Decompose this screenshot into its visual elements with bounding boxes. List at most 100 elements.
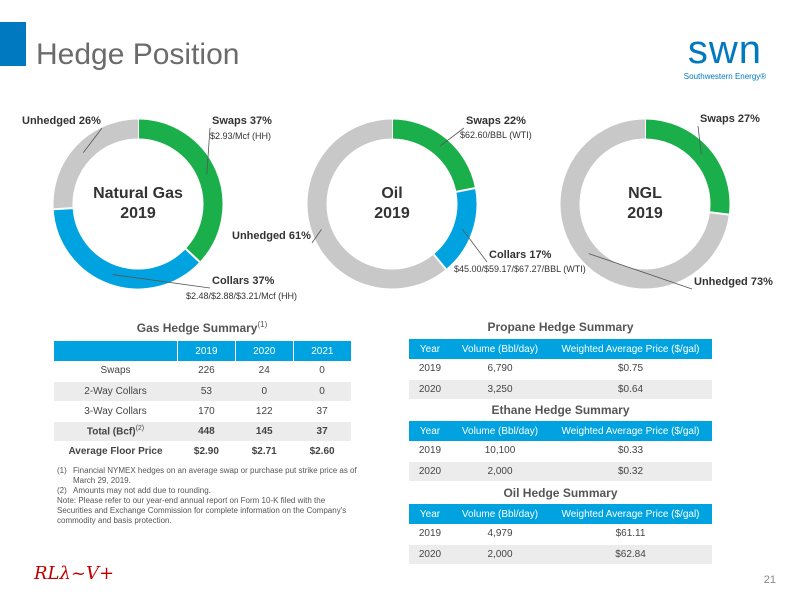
slice-separator <box>709 211 729 216</box>
table-row: 2020 2,000 $0.32 <box>409 461 712 482</box>
table-cell: $61.11 <box>549 524 712 545</box>
footnote-number: (2) <box>57 486 67 495</box>
table-header-cell: 2020 <box>234 341 294 361</box>
table-cell: 2-Way Collars <box>53 381 178 402</box>
slice-label: Unhedged 61% <box>232 230 311 242</box>
table-header-row: Year Volume (Bbl/day) Weighted Average P… <box>409 339 712 359</box>
leader-line <box>588 253 693 290</box>
propane-summary-table: Year Volume (Bbl/day) Weighted Average P… <box>409 339 712 400</box>
slice-label: Unhedged 26% <box>22 115 101 127</box>
leader-line <box>83 127 103 153</box>
leader-line <box>206 127 211 175</box>
logo-mark: swn <box>687 28 763 72</box>
donut-center-label: 2019 <box>627 205 663 222</box>
footnote-2: (2) Amounts may not add due to rounding. <box>57 486 357 496</box>
table-cell: 2020 <box>409 379 451 400</box>
donut-center-label: Natural Gas <box>93 185 183 202</box>
table-cell: 37 <box>293 401 351 422</box>
table-cell: 448 <box>177 421 236 442</box>
page-number: 21 <box>763 574 776 586</box>
table-cell: 53 <box>177 381 236 402</box>
table-cell: 2,000 <box>451 544 549 565</box>
table-row: 2020 3,250 $0.64 <box>409 379 712 400</box>
slice-label: Unhedged 73% <box>694 276 773 288</box>
table-header-cell: Volume (Bbl/day) <box>451 504 549 524</box>
total-sup: (2) <box>135 424 145 432</box>
hedge-donut-charts: Swaps 37% $2.93/Mcf (HH) Collars 37% $2.48/… <box>22 113 773 301</box>
table-cell: Total (Bcf)(2) <box>53 421 178 442</box>
table-cell: $0.75 <box>549 359 712 380</box>
table-cell: $0.64 <box>549 379 712 400</box>
table-cell: $62.84 <box>549 544 712 565</box>
table-cell: 2019 <box>409 359 451 380</box>
leader-line <box>462 229 488 263</box>
slice-sublabel: $2.93/Mcf (HH) <box>210 131 271 141</box>
table-header-cell: 2019 <box>177 341 236 361</box>
slice-separator <box>53 207 73 211</box>
donut-center-label: NGL <box>628 185 662 202</box>
table-cell: $2.71 <box>235 441 294 462</box>
table-header-cell: Volume (Bbl/day) <box>451 421 549 441</box>
table-cell: 4,979 <box>451 524 549 545</box>
gas-summary-table: 2019 2020 2021 Swaps 226 24 0 2-Way Coll… <box>53 341 351 462</box>
oil-summary-table: Year Volume (Bbl/day) Weighted Average P… <box>409 504 712 565</box>
slice-label: Collars 17% <box>489 249 552 261</box>
propane-summary-title: Propane Hedge Summary <box>487 320 634 334</box>
total-label: Total (Bcf) <box>86 426 136 438</box>
slice-sublabel: $45.00/$59.17/$67.27/BBL (WTI) <box>454 264 586 274</box>
table-cell: 0 <box>293 361 351 382</box>
donut-slice-swaps <box>137 119 223 262</box>
table-cell: 10,100 <box>451 441 549 462</box>
rv-logo: RLλ~V+ <box>34 563 115 584</box>
ethane-summary-title: Ethane Hedge Summary <box>491 403 630 417</box>
table-header-cell: Weighted Average Price ($/gal) <box>549 421 712 441</box>
table-header-row: 2019 2020 2021 <box>53 341 351 361</box>
donut-slice-unhedged <box>53 119 139 210</box>
table-cell: 3,250 <box>451 379 549 400</box>
company-logo: swn Southwestern Energy® <box>670 30 780 81</box>
table-header-cell <box>53 341 178 361</box>
ethane-summary-table: Year Volume (Bbl/day) Weighted Average P… <box>409 421 712 482</box>
donut-center-label: 2019 <box>374 205 410 222</box>
footnote-text: Financial NYMEX hedges on an average swa… <box>73 466 357 485</box>
table-header-row: Year Volume (Bbl/day) Weighted Average P… <box>409 421 712 441</box>
footnote-text: Amounts may not add due to rounding. <box>73 486 211 495</box>
slice-label: Swaps 37% <box>212 115 272 127</box>
table-cell: $0.33 <box>549 441 712 462</box>
title-accent-bar <box>0 22 26 66</box>
logo-subtitle: Southwestern Energy® <box>683 72 767 81</box>
table-cell: 122 <box>235 401 294 422</box>
table-cell: 2019 <box>409 441 451 462</box>
gas-summary-title-text: Gas Hedge Summary <box>136 321 258 335</box>
table-header-cell: Year <box>409 504 451 524</box>
footnote-number: (1) <box>57 466 67 475</box>
table-cell: Swaps <box>53 361 178 382</box>
table-header-cell: 2021 <box>292 341 351 361</box>
page-title: Hedge Position <box>36 38 240 71</box>
leader-line <box>697 125 702 155</box>
table-header-cell: Volume (Bbl/day) <box>451 339 549 359</box>
table-floor-row: Average Floor Price $2.90 $2.71 $2.60 <box>53 441 351 462</box>
slice-label: Collars 37% <box>212 275 275 287</box>
slice-label: Swaps 27% <box>700 113 760 125</box>
slice-separator <box>432 253 447 270</box>
footnotes: (1) Financial NYMEX hedges on an average … <box>57 466 357 526</box>
leader-line <box>439 127 465 147</box>
table-header-row: Year Volume (Bbl/day) Weighted Average P… <box>409 504 712 524</box>
table-cell: $2.90 <box>177 441 236 462</box>
table-cell: 0 <box>293 381 351 402</box>
leader-line <box>311 229 322 244</box>
donut-center-label: Oil <box>381 185 402 202</box>
table-total-row: Total (Bcf)(2) 448 145 37 <box>53 421 351 442</box>
table-row: 2019 6,790 $0.75 <box>409 359 712 380</box>
footnote-note: Note: Please refer to our year-end annua… <box>57 496 347 525</box>
table-cell: $0.32 <box>549 461 712 482</box>
table-cell: 0 <box>235 381 294 402</box>
table-header-cell: Weighted Average Price ($/gal) <box>549 504 712 524</box>
table-cell: 37 <box>293 421 351 442</box>
donut-center-label: 2019 <box>120 205 156 222</box>
gas-summary-title: Gas Hedge Summary(1) <box>53 320 351 335</box>
table-row: 3-Way Collars 170 122 37 <box>53 401 351 422</box>
footnote-1: (1) Financial NYMEX hedges on an average … <box>57 466 357 486</box>
table-cell: 2020 <box>409 461 451 482</box>
